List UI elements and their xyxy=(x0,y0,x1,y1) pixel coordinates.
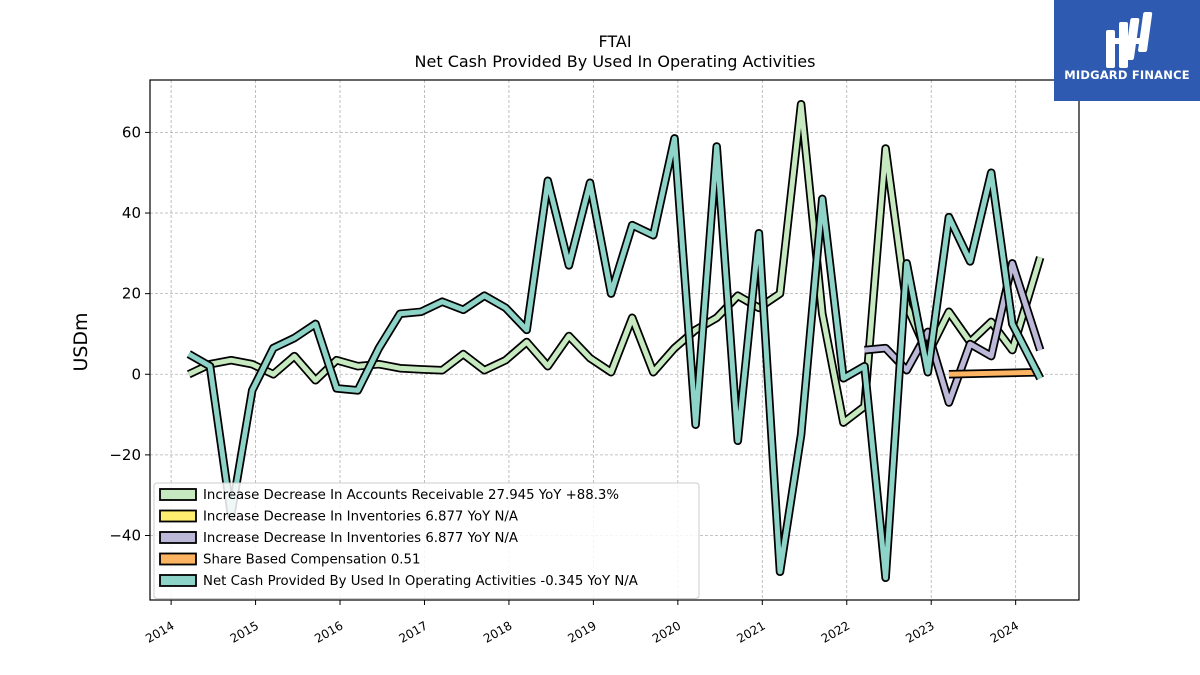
legend-swatch xyxy=(159,531,197,544)
y-tick-label: −20 xyxy=(109,446,141,464)
plot-frame xyxy=(149,79,1080,601)
legend-label: Increase Decrease In Accounts Receivable… xyxy=(203,488,619,503)
legend-swatch xyxy=(159,574,197,587)
chart-subtitle: Net Cash Provided By Used In Operating A… xyxy=(415,52,816,71)
legend-label: Increase Decrease In Inventories 6.877 Y… xyxy=(203,510,518,525)
series-line xyxy=(948,369,1041,377)
logo-text: MIDGARD FINANCE xyxy=(1064,68,1190,82)
series-3 xyxy=(948,367,1041,379)
series-line xyxy=(187,135,1043,581)
y-tick-label: 20 xyxy=(122,285,141,303)
y-axis-label: USDm xyxy=(70,312,92,371)
legend-item: Share Based Compensation 0.51 xyxy=(159,552,420,568)
legend-item: Increase Decrease In Inventories 6.877 Y… xyxy=(159,509,518,525)
legend-label: Net Cash Provided By Used In Operating A… xyxy=(203,574,638,589)
midgard-finance-logo: MIDGARD FINANCE xyxy=(1054,0,1200,101)
series-4 xyxy=(186,134,1044,583)
y-tick-label: 40 xyxy=(122,204,141,222)
midgard-logo-icon xyxy=(1106,12,1153,68)
legend-item: Increase Decrease In Accounts Receivable… xyxy=(159,488,619,503)
series-layer xyxy=(186,99,1045,583)
y-tick-label: −40 xyxy=(109,527,141,545)
legend-swatch xyxy=(159,552,197,566)
y-tick-label: 60 xyxy=(122,123,141,141)
legend-label: Increase Decrease In Inventories 6.877 Y… xyxy=(203,531,518,546)
legend-box xyxy=(153,482,700,599)
legend-item: Net Cash Provided By Used In Operating A… xyxy=(159,574,638,589)
chart-title: FTAI xyxy=(598,32,631,51)
legend: Increase Decrease In Accounts Receivable… xyxy=(153,482,700,599)
y-tick-label: 0 xyxy=(131,365,141,383)
legend-swatch xyxy=(159,488,197,501)
legend-swatch xyxy=(159,509,197,523)
legend-label: Share Based Compensation 0.51 xyxy=(203,553,420,568)
legend-item: Increase Decrease In Inventories 6.877 Y… xyxy=(159,531,518,546)
